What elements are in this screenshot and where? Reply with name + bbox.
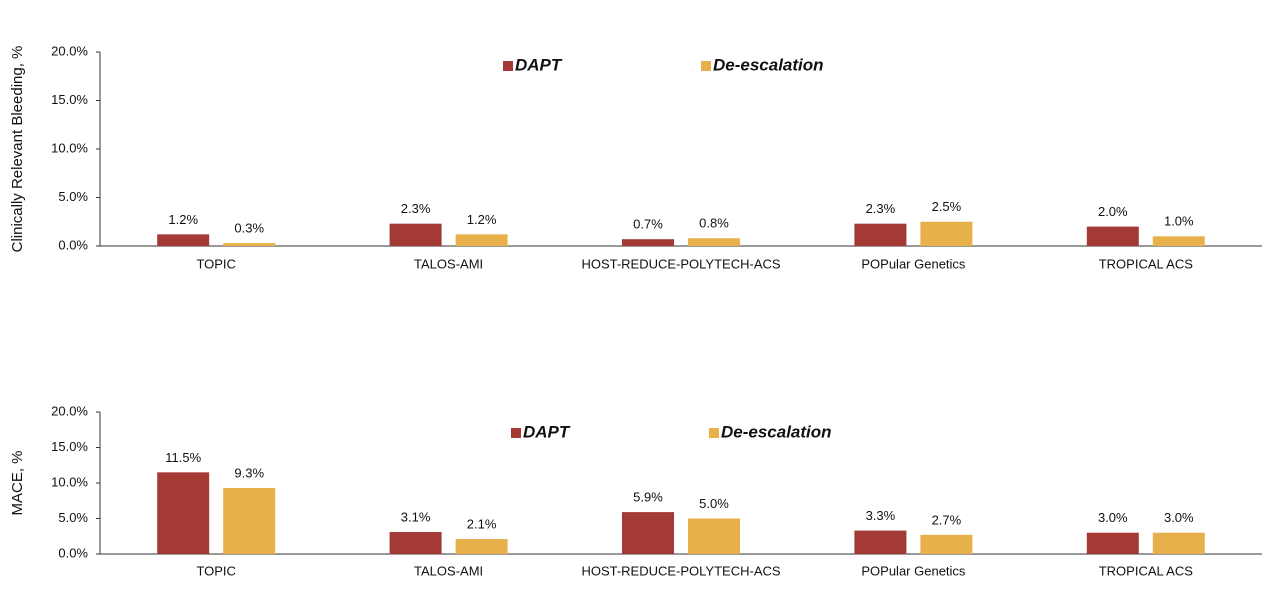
legend-swatch: [709, 428, 719, 438]
legend-label: DAPT: [523, 422, 571, 441]
data-label: 11.5%: [165, 450, 201, 465]
data-label: 3.0%: [1164, 510, 1194, 525]
x-tick-label: HOST-REDUCE-POLYTECH-ACS: [581, 256, 780, 271]
x-tick-label: TOPIC: [196, 563, 236, 578]
data-label: 2.3%: [401, 201, 431, 216]
y-tick-label: 15.0%: [51, 439, 88, 454]
bar: [622, 239, 674, 246]
chart: 0.0% 5.0% 10.0% 15.0% 20.0% Clinically Releva…: [9, 43, 1262, 271]
data-label: 9.3%: [234, 465, 264, 480]
legend-label: De-escalation: [713, 55, 824, 74]
data-label: 2.7%: [932, 512, 962, 527]
bar: [1086, 532, 1139, 554]
bar: [920, 534, 973, 554]
bar: [920, 221, 973, 246]
data-label: 0.3%: [234, 221, 264, 236]
legend-label: De-escalation: [721, 422, 832, 441]
bar: [854, 530, 907, 554]
bar: [455, 234, 508, 246]
data-label: 0.7%: [633, 217, 663, 232]
legend-swatch: [701, 61, 711, 71]
data-label: 2.1%: [467, 517, 497, 532]
data-label: 5.9%: [633, 490, 663, 505]
bar: [223, 243, 276, 246]
data-label: 0.8%: [699, 216, 729, 231]
y-tick-label: 15.0%: [51, 92, 88, 107]
data-label: 3.1%: [401, 509, 431, 524]
data-label: 1.0%: [1164, 214, 1194, 229]
x-tick-label: TALOS-AMI: [414, 563, 483, 578]
bar: [157, 472, 210, 554]
bar: [1086, 226, 1139, 246]
data-label: 3.3%: [866, 508, 896, 523]
data-label: 2.0%: [1098, 204, 1128, 219]
x-tick-label: TROPICAL ACS: [1099, 256, 1193, 271]
y-tick-label: 10.0%: [51, 474, 88, 489]
x-tick-label: TROPICAL ACS: [1099, 563, 1193, 578]
legend-swatch: [511, 428, 521, 438]
y-axis-title: Clinically Relevant Bleeding, %: [9, 46, 26, 253]
chart: 0.0% 5.0% 10.0% 15.0% 20.0% MACE, % TOPIC 11.5%…: [9, 403, 1262, 578]
legend-swatch: [503, 61, 513, 71]
bar: [223, 487, 276, 554]
y-tick-label: 20.0%: [51, 403, 88, 418]
data-label: 3.0%: [1098, 510, 1128, 525]
x-tick-label: POPular Genetics: [861, 563, 966, 578]
legend-label: DAPT: [515, 55, 563, 74]
y-tick-label: 10.0%: [51, 140, 88, 155]
x-tick-label: POPular Genetics: [861, 256, 966, 271]
y-tick-label: 5.0%: [58, 510, 88, 525]
bar: [688, 518, 740, 554]
data-label: 1.2%: [168, 212, 198, 227]
y-tick-label: 20.0%: [51, 43, 88, 58]
y-tick-label: 5.0%: [58, 189, 88, 204]
y-tick-label: 0.0%: [58, 237, 88, 252]
y-axis-title: MACE, %: [9, 450, 26, 515]
bar: [455, 539, 508, 554]
y-tick-label: 0.0%: [58, 545, 88, 560]
bar: [622, 512, 674, 554]
bar: [1152, 236, 1205, 246]
x-tick-label: TALOS-AMI: [414, 256, 483, 271]
data-label: 2.3%: [866, 201, 896, 216]
bar: [1152, 532, 1205, 554]
bar: [854, 223, 907, 246]
bar: [389, 531, 442, 554]
x-tick-label: HOST-REDUCE-POLYTECH-ACS: [581, 563, 780, 578]
bar: [688, 238, 740, 246]
data-label: 1.2%: [467, 212, 497, 227]
bar: [157, 234, 210, 246]
bar: [389, 223, 442, 246]
data-label: 2.5%: [932, 199, 962, 214]
x-tick-label: TOPIC: [196, 256, 236, 271]
data-label: 5.0%: [699, 496, 729, 511]
